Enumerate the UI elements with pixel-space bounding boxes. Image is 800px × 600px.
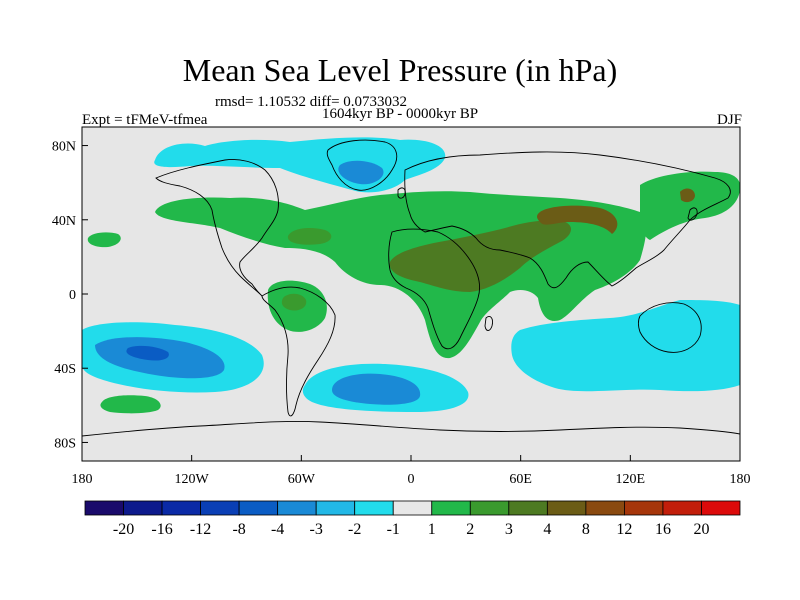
colorbar-swatch [354, 500, 394, 516]
colorbar-label: -12 [190, 521, 211, 538]
colorbar-label: -3 [310, 521, 323, 538]
coastline-australia [638, 302, 702, 353]
colorbar-swatch [200, 500, 240, 516]
anomaly-negative-greenland-core [338, 160, 384, 185]
coastline-north-america [155, 159, 279, 297]
colorbar-swatch [238, 500, 279, 516]
lon-tick-label: 60E [509, 472, 532, 487]
colorbar-swatch [123, 500, 163, 516]
colorbar-swatch [585, 500, 625, 516]
colorbar-swatch [624, 500, 664, 516]
coastline-uk [397, 187, 406, 199]
coastline-antarctica [82, 421, 740, 437]
colorbar-label: 4 [543, 521, 551, 538]
lon-tick-label: 180 [730, 472, 751, 487]
colorbar-label: 3 [505, 521, 513, 538]
anomaly-positive-north-pacific [640, 171, 740, 240]
anomaly-positive-tibet-ring [537, 205, 618, 234]
colorbar-swatch [469, 500, 510, 516]
latitude-axis: 80N 40N 0 40S 80S [52, 140, 88, 451]
colorbar-label: -4 [271, 521, 284, 538]
map-title: Mean Sea Level Pressure (in hPa) [182, 52, 618, 88]
lon-tick-label: 0 [408, 472, 415, 487]
lon-tick-label: 120W [175, 472, 210, 487]
colorbar-label: -8 [232, 521, 245, 538]
coastline-south-america [261, 286, 336, 417]
colorbar-label: 12 [616, 521, 632, 538]
colorbar-labels: -20 -16 -12 -8 -4 -3 -2 -1 1 2 3 4 8 12 16 20 [113, 521, 710, 538]
lon-tick-label: 120E [616, 472, 646, 487]
anomaly-positive-pacific-core [680, 188, 695, 203]
colorbar-swatch [392, 500, 433, 516]
anomaly-positive-amazon [281, 293, 307, 311]
anomaly-positive-atlantic [287, 228, 332, 245]
colorbar-label: 2 [466, 521, 474, 538]
coastline-japan [687, 207, 698, 221]
colorbar-label: 16 [655, 521, 671, 538]
colorbar-swatch [84, 500, 124, 516]
coastlines [82, 139, 740, 437]
coastline-eurasia [404, 151, 731, 289]
lat-tick-label: 0 [69, 288, 76, 303]
lon-tick-label: 60W [288, 472, 316, 487]
anomaly-negative-south-pacific-inner [126, 345, 169, 361]
colorbar-label: -20 [113, 521, 134, 538]
lat-tick-label: 40S [54, 362, 76, 377]
colorbar-label: 8 [582, 521, 590, 538]
coastline-africa [388, 228, 481, 350]
anomaly-fields [82, 137, 740, 414]
colorbar-label: 1 [428, 521, 436, 538]
season-label: DJF [716, 112, 742, 128]
colorbar-label: -2 [348, 521, 361, 538]
colorbar-label: -16 [151, 521, 172, 538]
anomaly-positive-sahara [389, 220, 572, 292]
colorbar [84, 500, 741, 516]
stats-text: rmsd= 1.10532 diff= 0.0733032 [215, 94, 408, 110]
anomaly-negative-indian-ocean [511, 300, 740, 392]
period-label: 1604kyr BP - 0000kyr BP [322, 106, 479, 122]
anomaly-positive-pacific-small [87, 232, 121, 248]
lat-tick-label: 40N [52, 214, 76, 229]
anomaly-positive-south-pacific [100, 395, 161, 414]
colorbar-swatch [546, 500, 587, 516]
colorbar-label: -1 [387, 521, 400, 538]
colorbar-swatch [431, 500, 471, 516]
colorbar-swatch [161, 500, 201, 516]
lat-tick-label: 80S [54, 436, 76, 451]
coastline-madagascar [484, 315, 493, 331]
colorbar-swatch [662, 500, 702, 516]
coastline-greenland [326, 139, 398, 191]
longitude-axis: 180 120W 60W 0 60E 120E 180 [72, 455, 751, 487]
colorbar-label: 20 [693, 521, 709, 538]
anomaly-negative-south-atlantic-core [332, 373, 421, 405]
lon-tick-label: 180 [72, 472, 93, 487]
colorbar-swatch [508, 500, 548, 516]
colorbar-swatch [315, 500, 356, 516]
colorbar-swatch [701, 500, 741, 516]
colorbar-swatch [277, 500, 317, 516]
experiment-label: Expt = tFMeV-tfmea [82, 112, 208, 128]
lat-tick-label: 80N [52, 140, 76, 155]
